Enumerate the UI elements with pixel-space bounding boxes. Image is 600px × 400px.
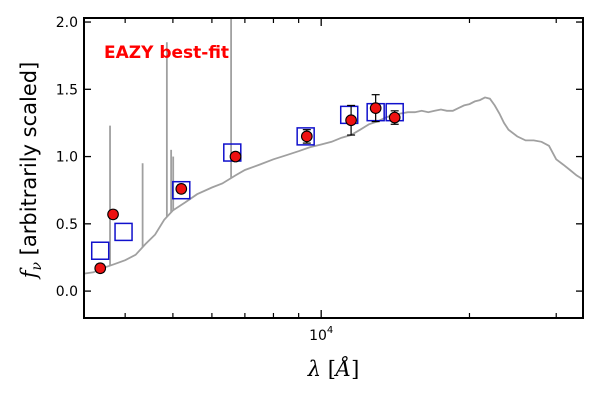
y-tick-label: 0.0	[56, 284, 78, 300]
observed-point	[300, 130, 313, 143]
model-photometry-layer	[90, 102, 404, 260]
axes: 0.0 0.5 1.0 1.5 2.0 104	[56, 15, 584, 344]
annotation-label: EAZY best-fit	[104, 43, 229, 63]
plot-frame	[83, 17, 584, 319]
observed-point	[229, 150, 242, 163]
model-point	[114, 222, 133, 242]
y-tick-label: 2.0	[56, 15, 78, 31]
observed-point	[388, 111, 401, 124]
x-axis-label: λ [Å]	[307, 356, 360, 381]
observed-point	[369, 102, 382, 114]
y-tick-label: 1.5	[56, 82, 78, 98]
observed-point	[345, 114, 357, 127]
observed-photometry-layer	[94, 94, 401, 275]
model-point	[172, 180, 191, 200]
y-tick-label: 1.0	[56, 150, 78, 166]
template-sed-layer	[84, 96, 583, 275]
x-tick-label: 104	[309, 325, 333, 344]
y-axis-label: fν [arbitrarily scaled]	[17, 62, 45, 281]
observed-point	[175, 183, 188, 195]
observed-point	[94, 262, 107, 275]
model-point	[296, 127, 315, 146]
template-sed-line	[84, 96, 583, 275]
model-point	[90, 241, 110, 260]
observed-point	[107, 208, 119, 221]
y-tick-label: 0.5	[56, 217, 78, 233]
